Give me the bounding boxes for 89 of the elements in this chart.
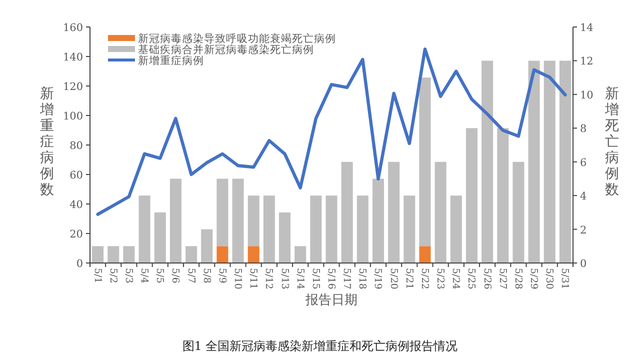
x-tick-label: 5/14 <box>294 268 306 290</box>
y-tick-label: 20 <box>70 228 83 240</box>
x-tick-label: 5/20 <box>388 268 399 290</box>
bar <box>512 162 524 263</box>
x-tick-label: 5/18 <box>356 268 368 290</box>
x-tick-label: 5/31 <box>559 268 570 290</box>
x-tick-label: 5/17 <box>341 268 352 290</box>
x-tick-label: 5/8 <box>200 268 212 284</box>
x-tick-label: 5/16 <box>326 268 336 290</box>
x-tick-label: 5/30 <box>544 268 555 290</box>
bar <box>434 162 446 263</box>
x-tick-label: 5/27 <box>496 268 508 290</box>
bar <box>216 246 228 263</box>
y2-tick-label: 0 <box>580 258 587 270</box>
legend-label: 新增重症病例 <box>138 54 204 67</box>
bar <box>248 246 260 263</box>
bar <box>419 246 431 263</box>
legend-label: 新冠病毒感染导致呼吸功能衰竭死亡病例 <box>138 32 336 45</box>
y-tick-label: 40 <box>70 199 83 211</box>
bar <box>294 246 306 263</box>
bar <box>123 246 135 263</box>
bar <box>92 246 104 263</box>
x-tick-label: 5/29 <box>528 268 540 290</box>
bar <box>186 246 198 263</box>
legend-label: 基础疾病合并新冠病毒感染死亡病例 <box>138 43 314 56</box>
x-tick-label: 5/24 <box>450 268 462 290</box>
x-tick-label: 5/7 <box>185 268 196 284</box>
x-tick-label: 5/21 <box>403 268 414 290</box>
x-tick-label: 5/2 <box>107 268 118 284</box>
y2-tick-label: 10 <box>580 89 594 102</box>
y-tick-label: 80 <box>70 140 83 152</box>
bar <box>263 196 275 263</box>
bar <box>372 178 384 263</box>
bar <box>419 78 431 246</box>
y-tick-label: 60 <box>70 170 83 182</box>
x-tick-label: 5/22 <box>418 268 430 290</box>
x-tick-label: 5/11 <box>248 268 259 290</box>
x-tick-label: 5/9 <box>216 268 228 284</box>
x-tick-label: 5/15 <box>310 268 321 290</box>
x-tick-label: 5/5 <box>154 268 166 284</box>
x-tick-label: 5/12 <box>263 268 274 290</box>
bar <box>559 60 571 263</box>
x-tick-label: 5/28 <box>512 268 524 290</box>
bar <box>528 60 540 263</box>
bar <box>248 196 260 246</box>
y2-axis-title: 新增死亡病例数 <box>604 86 619 198</box>
bar <box>482 60 494 263</box>
y-axis-title: 新增重症病例数 <box>39 86 54 198</box>
bar <box>544 60 556 263</box>
y2-tick-label: 6 <box>580 156 587 169</box>
x-tick-label: 5/4 <box>138 268 150 284</box>
x-tick-label: 5/1 <box>92 268 103 284</box>
x-tick-label: 5/13 <box>278 268 290 290</box>
y-tick-label: 120 <box>62 81 83 93</box>
y2-tick-label: 4 <box>580 190 587 203</box>
bar <box>466 128 478 263</box>
bar <box>108 246 120 263</box>
caption: 图1 全国新冠病毒感染新增重症和死亡病例报告情况 <box>182 339 458 353</box>
bar <box>341 162 353 263</box>
bar <box>356 196 368 263</box>
bar <box>326 196 338 263</box>
y-tick-label: 140 <box>62 52 83 64</box>
x-axis-title: 报告日期 <box>304 293 358 308</box>
x-tick-label: 5/26 <box>481 268 492 290</box>
x-tick-label: 5/10 <box>232 268 244 290</box>
x-tick-label: 5/25 <box>466 268 477 290</box>
bar <box>388 162 400 263</box>
y2-tick-label: 8 <box>580 123 587 136</box>
y-tick-label: 0 <box>76 258 83 270</box>
bar <box>201 229 213 263</box>
bar <box>170 178 182 263</box>
y2-tick-label: 12 <box>580 56 594 68</box>
y2-tick-label: 14 <box>580 22 594 34</box>
x-tick-label: 5/6 <box>170 268 181 284</box>
y2-tick-label: 2 <box>580 224 587 236</box>
x-tick-label: 5/19 <box>372 268 384 290</box>
bar <box>310 196 322 263</box>
x-tick-label: 5/23 <box>434 268 446 290</box>
bar <box>232 178 244 263</box>
x-tick-label: 5/3 <box>122 268 134 284</box>
y-tick-label: 100 <box>62 110 83 122</box>
bar <box>138 196 150 263</box>
y-tick-label: 160 <box>62 22 83 34</box>
bar <box>497 128 509 263</box>
bar <box>450 196 462 263</box>
bar <box>278 212 291 263</box>
bar <box>404 196 416 263</box>
bar <box>154 212 166 263</box>
bar <box>216 178 228 246</box>
